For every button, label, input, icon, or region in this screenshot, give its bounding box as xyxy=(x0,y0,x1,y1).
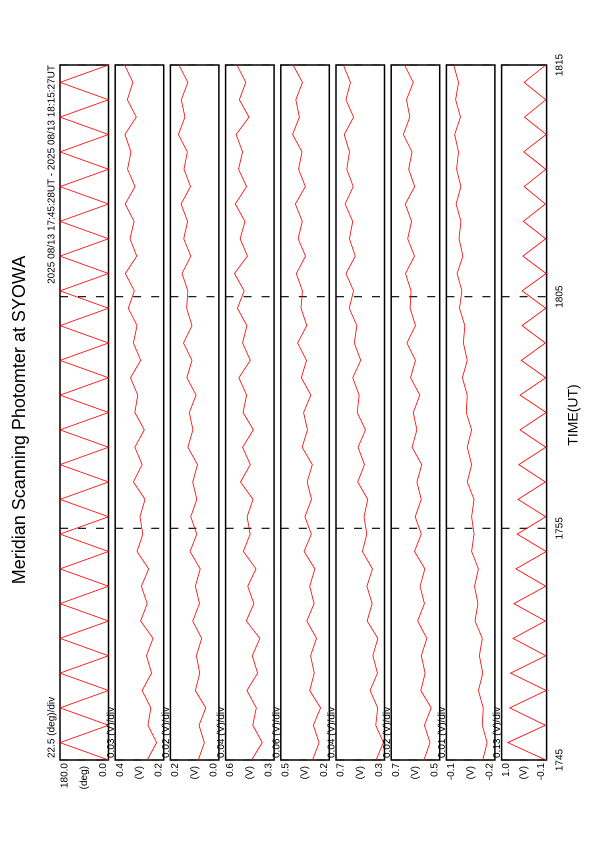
y-tick-label: 0.2 xyxy=(170,763,181,777)
y-axis-label: (V) xyxy=(465,766,476,779)
panel-frame xyxy=(59,64,110,761)
y-axis-label: (V) xyxy=(134,766,145,779)
data-line xyxy=(124,64,158,761)
y-tick-label: 0.3 xyxy=(264,763,275,777)
y-tick-label: 1.0 xyxy=(501,763,512,777)
scale-annotation: 0.02 (V)/div xyxy=(382,707,393,758)
y-axis-label: (V) xyxy=(300,766,311,779)
y-tick-label: 0.3 xyxy=(374,763,385,777)
scale-annotation: 0.04 (V)/div xyxy=(327,707,338,758)
y-tick-label: 0.5 xyxy=(280,763,291,777)
scale-annotation: 0.13 (V)/div xyxy=(492,707,503,758)
scale-annotation: 0.02 (V)/div xyxy=(161,707,172,758)
y-tick-label: 0.2 xyxy=(319,763,330,777)
panel-frame xyxy=(224,64,275,761)
x-axis-label: TIME(UT) xyxy=(565,384,581,445)
y-axis-label: (V) xyxy=(519,766,530,779)
y-tick-label: 0.6 xyxy=(225,763,236,777)
y-tick-label: -0.1 xyxy=(536,763,547,781)
y-tick-label: -0.2 xyxy=(485,763,496,781)
data-line xyxy=(234,64,263,761)
data-line xyxy=(343,64,384,761)
y-axis-label: (deg) xyxy=(79,766,90,789)
panel-frame xyxy=(500,64,548,761)
data-line xyxy=(506,64,548,761)
y-tick-label: -0.1 xyxy=(446,763,457,781)
y-tick-label: 0.7 xyxy=(391,763,402,777)
y-axis-label: (V) xyxy=(244,766,255,779)
y-axis-label: (V) xyxy=(189,766,200,779)
panel-frame xyxy=(445,64,496,761)
x-tick-label: 1805 xyxy=(555,285,566,308)
y-axis-label: (V) xyxy=(355,766,366,779)
y-tick-label: 0.2 xyxy=(153,763,164,777)
panel-frame xyxy=(335,64,386,761)
y-tick-label: 180.0 xyxy=(60,763,71,788)
time-range: 2025 08/13 17:45:28UT - 2025 08/13 18:15… xyxy=(47,65,58,284)
scale-annotation: 0.03 (V)/div xyxy=(106,707,117,758)
data-line xyxy=(402,64,432,761)
panel-frame xyxy=(114,64,165,761)
y-tick-label: 0.0 xyxy=(209,763,220,777)
chart-title: Meridian Scanning Photomter at SYOWA xyxy=(9,256,29,584)
scale-annotation: 0.01 (V)/div xyxy=(437,707,448,758)
x-tick-label: 1755 xyxy=(555,517,566,540)
data-line xyxy=(177,64,207,761)
y-tick-label: 0.5 xyxy=(429,763,440,777)
x-tick-label: 1745 xyxy=(555,748,566,771)
scale-annotation: 0.06 (V)/div xyxy=(271,707,282,758)
scale-annotation: 0.04 (V)/div xyxy=(216,707,227,758)
data-line xyxy=(292,64,322,761)
x-tick-label: 1815 xyxy=(555,53,566,76)
panel-frame xyxy=(280,64,331,761)
y-tick-label: 0.0 xyxy=(98,763,109,777)
y-tick-label: 0.7 xyxy=(336,763,347,777)
data-line xyxy=(453,64,488,761)
panel-frame xyxy=(390,64,441,761)
scale-annotation: 22.5 (deg)/div xyxy=(47,697,58,758)
panel-frame xyxy=(169,64,220,761)
data-line xyxy=(58,64,110,761)
y-tick-label: 0.4 xyxy=(115,763,126,777)
rotated-plot: Meridian Scanning Photomter at SYOWA 202… xyxy=(9,53,581,789)
y-axis-label: (V) xyxy=(410,766,421,779)
